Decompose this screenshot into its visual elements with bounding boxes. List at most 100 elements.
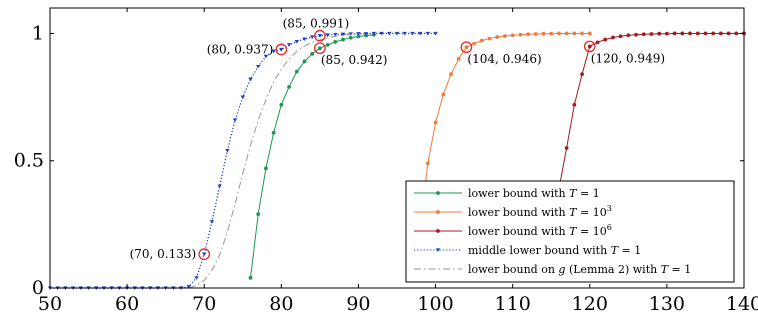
data-point	[449, 72, 453, 77]
legend-label: lower bound with T = 1	[468, 187, 600, 200]
x-tick-label: 110	[495, 293, 531, 315]
annotation-label: (80, 0.937)	[207, 42, 274, 56]
data-point	[317, 34, 323, 38]
data-point	[479, 38, 484, 43]
series-line	[249, 34, 374, 278]
data-point	[248, 77, 253, 82]
data-point	[587, 44, 592, 49]
data-point	[580, 31, 584, 36]
data-point	[194, 276, 199, 280]
data-point	[202, 252, 207, 257]
y-tick-label: 1	[32, 22, 44, 44]
data-point	[256, 212, 261, 217]
data-point	[533, 32, 538, 36]
data-point	[688, 31, 692, 36]
data-point	[371, 31, 377, 36]
data-point	[580, 72, 584, 77]
data-point	[734, 31, 739, 36]
data-point	[518, 32, 523, 37]
data-point	[271, 49, 276, 54]
data-point	[672, 31, 677, 36]
data-point	[217, 184, 222, 189]
data-point	[264, 166, 268, 171]
data-point	[456, 57, 461, 61]
data-point	[718, 31, 723, 36]
data-point	[595, 40, 600, 45]
data-point	[695, 31, 700, 36]
legend-marker	[436, 210, 440, 214]
data-point	[309, 35, 315, 40]
x-tick-label: 60	[115, 293, 139, 315]
data-point	[464, 45, 469, 50]
data-point	[587, 31, 592, 36]
data-point	[356, 32, 361, 36]
data-point	[333, 32, 338, 37]
legend-label: middle lower bound with T = 1	[468, 244, 641, 257]
data-point	[402, 31, 407, 36]
data-point	[441, 92, 446, 97]
legend-item: lower bound with T = 1	[414, 187, 600, 200]
data-point	[279, 47, 284, 52]
data-point	[549, 31, 554, 36]
highlight-circle	[314, 29, 326, 42]
data-point	[526, 32, 530, 37]
data-point	[664, 31, 669, 36]
annotation-label: (85, 0.942)	[321, 53, 388, 67]
annotation-label: (104, 0.946)	[467, 52, 541, 66]
data-point	[232, 118, 238, 122]
legend-marker	[436, 191, 440, 195]
data-point	[572, 31, 577, 36]
x-tick-label: 80	[269, 293, 293, 315]
data-point	[603, 37, 608, 42]
data-point	[317, 46, 322, 51]
x-tick-label: 120	[572, 293, 608, 315]
data-point	[348, 35, 353, 40]
legend-marker	[435, 248, 441, 252]
data-point	[557, 31, 561, 36]
legend-label: lower bound on g (Lemma 2) with T = 1	[468, 263, 691, 276]
data-point	[286, 43, 292, 47]
legend-item: lower bound on g (Lemma 2) with T = 1	[414, 263, 691, 276]
highlight-circle	[314, 42, 326, 55]
series-1	[414, 31, 592, 267]
series-line	[188, 33, 359, 289]
annotation-label: (70, 0.133)	[130, 247, 197, 261]
data-point	[626, 33, 631, 38]
data-point	[711, 31, 716, 36]
data-point	[572, 102, 577, 107]
data-point	[287, 85, 291, 89]
legend-label: lower bound with T = 103	[468, 204, 612, 219]
legend: lower bound with T = 1 lower bound with T…	[405, 180, 735, 283]
y-tick-label: 0.5	[14, 150, 44, 172]
data-point	[503, 34, 507, 38]
data-point	[279, 102, 284, 107]
data-point	[394, 31, 400, 36]
data-point	[649, 32, 654, 36]
data-point	[433, 120, 438, 125]
series-0	[248, 32, 376, 280]
data-point	[379, 31, 384, 36]
data-point	[726, 31, 731, 36]
data-point	[302, 37, 307, 42]
legend-label: lower bound with T = 106	[468, 223, 612, 238]
data-point	[541, 31, 546, 36]
data-point	[240, 95, 245, 100]
data-point	[703, 31, 708, 36]
data-point	[495, 35, 500, 39]
annotation-label: (120, 0.949)	[591, 51, 665, 65]
data-point	[564, 146, 569, 150]
data-point	[302, 59, 307, 64]
data-point	[425, 161, 430, 166]
highlight-circle	[583, 40, 596, 53]
x-tick-label: 140	[726, 293, 758, 315]
data-point	[433, 31, 438, 36]
data-point	[680, 31, 685, 36]
x-tick-label: 70	[192, 293, 216, 315]
legend-item: middle lower bound with T = 1	[414, 244, 641, 257]
y-tick-label: 0	[32, 277, 44, 299]
data-point	[417, 31, 423, 36]
series-line	[50, 32, 436, 289]
data-point	[487, 36, 492, 41]
series-2	[549, 31, 746, 265]
